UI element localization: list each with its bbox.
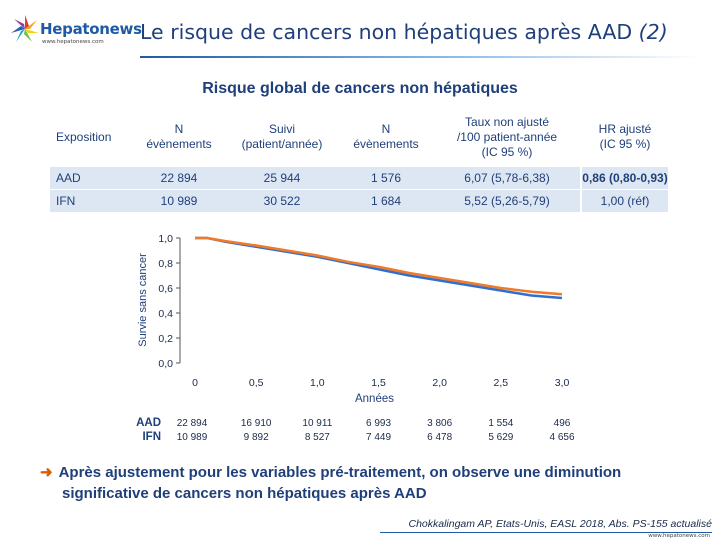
section-subtitle: Risque global de cancers non hépatiques xyxy=(202,80,518,97)
cell-followup: 25 944 xyxy=(226,166,338,190)
at-risk-value: 16 910 xyxy=(241,418,272,429)
header-followup: Suivi (patient/année) xyxy=(241,122,323,151)
x-tick-label: 3,0 xyxy=(555,377,570,389)
cell-n-events-2: 1 576 xyxy=(338,166,434,190)
cell-n-events-1: 22 894 xyxy=(132,166,226,190)
arrow-right-icon: ➜ xyxy=(40,464,53,481)
cell-followup: 30 522 xyxy=(226,189,338,213)
at-risk-value: 5 629 xyxy=(488,432,513,443)
at-risk-value: 8 527 xyxy=(305,432,330,443)
x-tick-label: 2,5 xyxy=(494,377,509,389)
logo-star-icon xyxy=(11,15,39,42)
at-risk-value: 9 892 xyxy=(244,432,269,443)
at-risk-value: 10 989 xyxy=(177,432,208,443)
citation: Chokkalingam AP, Etats-Unis, EASL 2018, … xyxy=(408,518,712,530)
x-tick-label: 0,5 xyxy=(249,377,264,389)
x-tick-label: 2,0 xyxy=(432,377,447,389)
citation-rule xyxy=(380,532,712,533)
conclusion: ➜ Après ajustement pour les variables pré… xyxy=(40,462,700,504)
y-tick-label: 0,8 xyxy=(158,258,173,270)
slide-title-suffix: (2) xyxy=(638,20,668,44)
title-rule xyxy=(140,56,702,58)
header-exposition: Exposition xyxy=(56,129,112,144)
logo-url: www.hepatonews.com xyxy=(42,39,104,45)
at-risk-value: 4 656 xyxy=(549,432,574,443)
cell-n-events-2: 1 684 xyxy=(338,189,434,213)
at-risk-value: 7 449 xyxy=(366,432,391,443)
at-risk-value: 496 xyxy=(554,418,571,429)
y-tick-label: 1,0 xyxy=(158,233,173,245)
y-tick-label: 0,4 xyxy=(158,308,173,320)
conclusion-line-2: significative de cancers non hépatiques … xyxy=(62,485,427,502)
y-tick-label: 0,0 xyxy=(158,358,173,370)
cell-rate: 5,52 (5,26-5,79) xyxy=(434,189,581,213)
hepatonews-logo: Hepatonews www.hepatonews.com xyxy=(10,10,142,54)
y-tick-label: 0,6 xyxy=(158,283,173,295)
cell-exposition: AAD xyxy=(50,166,132,190)
y-tick-label: 0,2 xyxy=(158,333,173,345)
series-line-ifn xyxy=(195,236,563,296)
x-tick-label: 1,5 xyxy=(371,377,386,389)
conclusion-line-1: Après ajustement pour les variables pré-… xyxy=(58,464,622,481)
at-risk-label-ifn: IFN xyxy=(142,431,161,443)
at-risk-value: 1 554 xyxy=(488,418,513,429)
header-hr: HR ajusté (IC 95 %) xyxy=(580,108,668,167)
x-tick-label: 1,0 xyxy=(310,377,325,389)
footer-url: www.hepatonews.com xyxy=(648,533,710,539)
cell-hr: 0,86 (0,80-0,93) xyxy=(580,166,668,190)
header-rate: Taux non ajusté/100 patient-année (IC 95 … xyxy=(456,114,558,159)
table-row: AAD 22 894 25 944 1 576 6,07 (5,78-6,38)… xyxy=(50,166,668,190)
at-risk-value: 10 911 xyxy=(302,418,332,429)
x-axis-title: Années xyxy=(355,393,394,405)
logo-name: Hepatonews xyxy=(40,20,142,38)
at-risk-value: 6 993 xyxy=(366,418,391,429)
y-axis-title: Survie sans cancer xyxy=(137,253,149,347)
at-risk-value: 22 894 xyxy=(177,418,208,429)
cell-exposition: IFN xyxy=(50,189,132,213)
slide-title: Le risque de cancers non hépatiques aprè… xyxy=(140,20,668,44)
at-risk-value: 3 806 xyxy=(427,418,452,429)
cell-hr: 1,00 (réf) xyxy=(580,189,668,213)
at-risk-value: 6 478 xyxy=(427,432,452,443)
x-tick-label: 0 xyxy=(192,377,198,389)
cell-n-events-1: 10 989 xyxy=(132,189,226,213)
cell-rate: 6,07 (5,78-6,38) xyxy=(434,166,581,190)
at-risk-label-aad: AAD xyxy=(136,417,161,429)
table-row: IFN 10 989 30 522 1 684 5,52 (5,26-5,79)… xyxy=(50,189,668,213)
slide-title-main: Le risque de cancers non hépatiques aprè… xyxy=(140,20,633,44)
